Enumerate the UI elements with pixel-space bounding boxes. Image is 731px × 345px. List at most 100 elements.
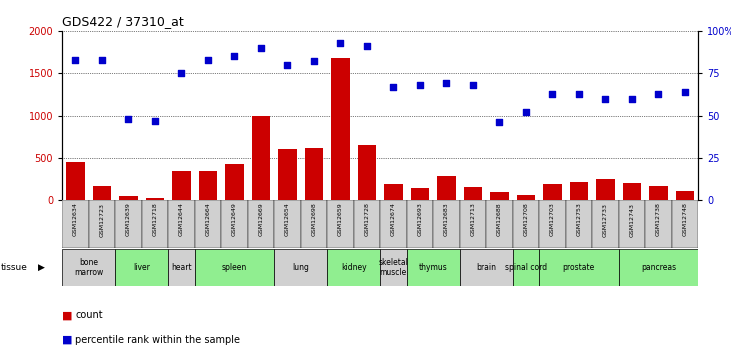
Point [467,82,479,88]
Text: heart: heart [171,263,192,272]
FancyBboxPatch shape [168,249,194,286]
Text: GSM12688: GSM12688 [497,203,502,236]
Bar [543,184,561,200]
Bar [437,176,455,200]
Text: GSM12738: GSM12738 [656,203,661,236]
FancyBboxPatch shape [327,200,354,248]
Point [123,116,135,122]
Text: GDS422 / 37310_at: GDS422 / 37310_at [62,16,184,29]
Bar [305,148,323,200]
FancyBboxPatch shape [380,200,406,248]
Bar [463,187,482,200]
FancyBboxPatch shape [618,249,698,286]
Text: GSM12683: GSM12683 [444,203,449,236]
Text: pancreas: pancreas [641,263,676,272]
FancyBboxPatch shape [168,200,194,248]
FancyBboxPatch shape [539,249,618,286]
Bar [225,164,243,200]
Text: GSM12718: GSM12718 [152,203,157,236]
Text: GSM12728: GSM12728 [364,203,369,236]
Text: lung: lung [292,263,309,272]
Text: GSM12659: GSM12659 [338,203,343,236]
Bar [251,116,270,200]
FancyBboxPatch shape [327,249,380,286]
Text: GSM12669: GSM12669 [258,203,263,236]
Text: GSM12748: GSM12748 [682,203,687,236]
FancyBboxPatch shape [672,200,698,248]
Text: GSM12674: GSM12674 [391,203,396,236]
Bar [93,186,111,200]
FancyBboxPatch shape [645,200,672,248]
Text: GSM12708: GSM12708 [523,203,529,236]
Text: thymus: thymus [419,263,447,272]
Point [387,84,399,90]
Bar [649,186,667,200]
Bar [384,184,403,200]
Text: brain: brain [476,263,496,272]
Text: GSM12639: GSM12639 [126,203,131,236]
FancyBboxPatch shape [512,200,539,248]
FancyBboxPatch shape [406,249,460,286]
FancyBboxPatch shape [300,200,327,248]
Text: tissue: tissue [1,263,28,272]
Text: ■: ■ [62,335,72,345]
FancyBboxPatch shape [406,200,433,248]
Point [414,82,425,88]
FancyBboxPatch shape [62,249,115,286]
Point [679,89,691,95]
Point [361,43,373,49]
Point [599,96,611,101]
Text: spinal cord: spinal cord [505,263,547,272]
Bar [145,198,164,200]
Point [202,57,213,62]
Bar [66,162,85,200]
Text: skeletal
muscle: skeletal muscle [379,258,409,277]
Text: GSM12649: GSM12649 [232,203,237,236]
FancyBboxPatch shape [566,200,592,248]
Text: GSM12664: GSM12664 [205,203,211,236]
Text: GSM12644: GSM12644 [179,203,184,236]
Text: spleen: spleen [221,263,247,272]
FancyBboxPatch shape [194,249,274,286]
FancyBboxPatch shape [221,200,248,248]
Text: GSM12654: GSM12654 [285,203,290,236]
FancyBboxPatch shape [380,249,406,286]
Text: ▶: ▶ [38,263,45,272]
FancyBboxPatch shape [62,200,88,248]
Text: kidney: kidney [341,263,366,272]
Text: GSM12713: GSM12713 [470,203,475,236]
Bar [596,179,615,200]
FancyBboxPatch shape [274,200,300,248]
FancyBboxPatch shape [460,200,486,248]
FancyBboxPatch shape [194,200,221,248]
FancyBboxPatch shape [618,200,645,248]
FancyBboxPatch shape [486,200,512,248]
Point [335,40,346,46]
FancyBboxPatch shape [88,200,115,248]
Text: prostate: prostate [563,263,595,272]
FancyBboxPatch shape [512,249,539,286]
Bar [119,196,137,200]
FancyBboxPatch shape [539,200,566,248]
Text: GSM12693: GSM12693 [417,203,423,236]
FancyBboxPatch shape [274,249,327,286]
Text: GSM12698: GSM12698 [311,203,317,236]
Text: bone
marrow: bone marrow [74,258,103,277]
Point [255,45,267,51]
Bar [517,195,535,200]
Point [626,96,637,101]
FancyBboxPatch shape [142,200,168,248]
Bar [675,191,694,200]
Text: GSM12743: GSM12743 [629,203,635,237]
Point [573,91,585,96]
Text: ■: ■ [62,310,72,321]
Text: GSM12723: GSM12723 [99,203,105,237]
Point [520,109,531,115]
Point [281,62,293,68]
FancyBboxPatch shape [248,200,274,248]
Bar [411,188,429,200]
FancyBboxPatch shape [354,200,380,248]
FancyBboxPatch shape [115,249,168,286]
Point [149,118,161,124]
Text: GSM12634: GSM12634 [73,203,78,236]
